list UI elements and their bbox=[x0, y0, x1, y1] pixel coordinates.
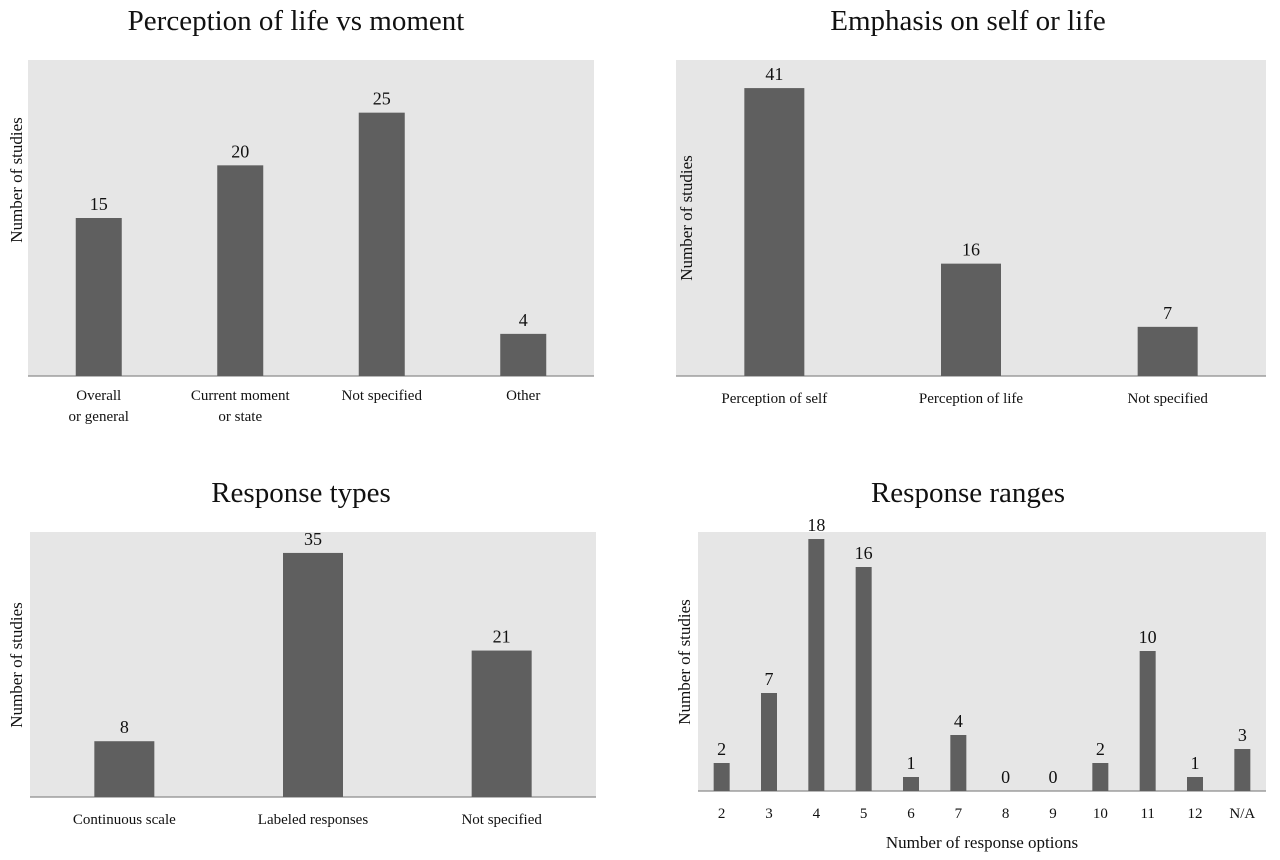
data-label: 0 bbox=[1049, 767, 1058, 787]
bar bbox=[1139, 651, 1156, 791]
y-axis-label: Number of studies bbox=[7, 117, 26, 243]
data-label: 2 bbox=[1096, 739, 1105, 759]
category-label: Labeled responses bbox=[258, 812, 369, 828]
category-label: 3 bbox=[765, 806, 773, 822]
data-label: 1 bbox=[907, 753, 916, 773]
bar bbox=[941, 263, 1001, 376]
data-label: 21 bbox=[493, 627, 511, 647]
data-label: 10 bbox=[1139, 627, 1157, 647]
data-label: 20 bbox=[231, 141, 249, 161]
data-label: 35 bbox=[304, 529, 322, 549]
category-label: 12 bbox=[1188, 806, 1203, 822]
bar bbox=[1187, 777, 1203, 791]
data-label: 7 bbox=[765, 669, 774, 689]
data-label: 2 bbox=[717, 739, 726, 759]
category-label: Perception of self bbox=[721, 391, 827, 407]
bar bbox=[1092, 763, 1109, 791]
category-label: Continuous scale bbox=[73, 812, 176, 828]
category-label: 9 bbox=[1049, 806, 1057, 822]
category-label: 6 bbox=[907, 806, 915, 822]
bar bbox=[283, 552, 343, 797]
category-label: 5 bbox=[860, 806, 868, 822]
bar bbox=[1234, 749, 1251, 791]
data-label: 7 bbox=[1163, 303, 1172, 323]
category-label: 2 bbox=[718, 806, 726, 822]
bar bbox=[713, 763, 730, 791]
chart-panel-2: Emphasis on self or life Number of studie… bbox=[676, 5, 1266, 407]
category-label: Not specified bbox=[461, 812, 542, 828]
y-axis-label: Number of studies bbox=[7, 602, 26, 728]
bar bbox=[950, 735, 967, 791]
bar bbox=[217, 165, 264, 376]
category-label: Other bbox=[506, 388, 540, 404]
chart-panel-1: Perception of life vs moment Number of st… bbox=[7, 5, 594, 425]
category-label: Perception of life bbox=[919, 391, 1023, 407]
data-label: 0 bbox=[1001, 767, 1010, 787]
bar bbox=[471, 650, 532, 797]
category-label: N/A bbox=[1229, 806, 1255, 822]
x-axis-label: Number of response options bbox=[886, 833, 1078, 852]
category-label: 11 bbox=[1140, 806, 1154, 822]
bar bbox=[808, 539, 825, 791]
plot-background bbox=[28, 60, 594, 376]
bar bbox=[358, 112, 405, 377]
category-label: Current moment or state bbox=[191, 388, 291, 425]
bar bbox=[500, 333, 547, 376]
data-label: 16 bbox=[962, 240, 980, 260]
chart-panel-3: Response types Number of studies 8 Continuo… bbox=[7, 477, 596, 828]
data-label: 1 bbox=[1191, 753, 1200, 773]
plot-background bbox=[698, 532, 1266, 791]
category-label: Overall or general bbox=[69, 388, 129, 425]
chart-title: Response types bbox=[211, 477, 391, 509]
data-label: 3 bbox=[1238, 725, 1247, 745]
bar bbox=[94, 741, 155, 797]
bar bbox=[75, 218, 122, 376]
category-label: Not specified bbox=[342, 388, 423, 404]
category-label: 7 bbox=[955, 806, 963, 822]
bar bbox=[1137, 326, 1198, 376]
data-label: 16 bbox=[855, 543, 873, 563]
chart-title: Response ranges bbox=[871, 477, 1065, 509]
category-label: Not specified bbox=[1127, 391, 1208, 407]
data-label: 8 bbox=[120, 717, 129, 737]
category-label: 8 bbox=[1002, 806, 1010, 822]
data-label: 15 bbox=[90, 194, 108, 214]
category-label: 4 bbox=[813, 806, 821, 822]
category-label: 10 bbox=[1093, 806, 1108, 822]
data-label: 18 bbox=[807, 515, 825, 535]
y-axis-label: Number of studies bbox=[677, 155, 696, 281]
data-label: 4 bbox=[954, 711, 963, 731]
chart-title: Perception of life vs moment bbox=[128, 5, 465, 37]
chart-title: Emphasis on self or life bbox=[830, 5, 1105, 37]
data-label: 25 bbox=[373, 89, 391, 109]
bar bbox=[903, 777, 919, 791]
bar bbox=[855, 567, 872, 791]
data-label: 41 bbox=[765, 64, 783, 84]
data-label: 4 bbox=[519, 310, 528, 330]
y-axis-label: Number of studies bbox=[675, 599, 694, 725]
bar bbox=[744, 88, 805, 376]
bar bbox=[761, 693, 777, 791]
